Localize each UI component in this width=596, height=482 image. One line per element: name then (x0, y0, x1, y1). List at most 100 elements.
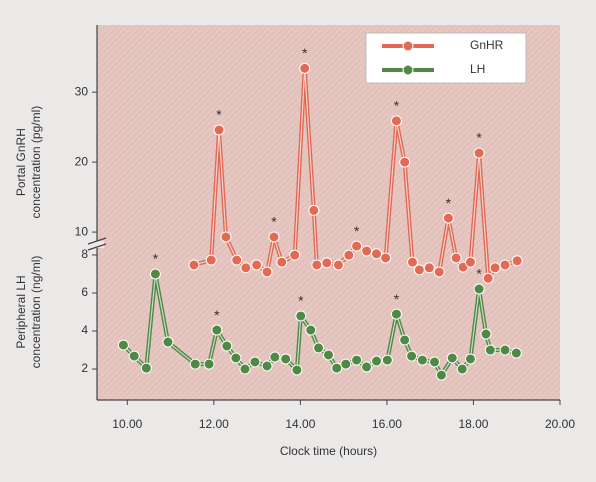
annotation: * (394, 98, 400, 114)
data-point (311, 259, 323, 271)
data-point (482, 272, 494, 284)
data-point (261, 266, 273, 278)
data-point (211, 324, 223, 336)
data-point (289, 249, 301, 261)
data-point (203, 358, 215, 370)
data-point (280, 353, 292, 365)
data-point (308, 204, 320, 216)
data-point (484, 344, 496, 356)
data-point (189, 358, 201, 370)
data-point (331, 362, 343, 374)
data-point (446, 352, 458, 364)
data-point (361, 245, 373, 257)
data-point (213, 124, 225, 136)
data-point (251, 259, 263, 271)
x-tick-label: 10.00 (112, 417, 142, 431)
data-point (390, 115, 402, 127)
data-point (399, 334, 411, 346)
annotation: * (214, 307, 220, 323)
annotation: * (476, 130, 482, 146)
y-tick-label: 4 (81, 323, 88, 337)
annotation: * (476, 266, 482, 282)
legend-label: LH (470, 62, 485, 76)
data-point (332, 259, 344, 271)
data-point (188, 259, 200, 271)
annotation: * (446, 195, 452, 211)
y-tick-label: 30 (75, 84, 89, 98)
data-point (149, 268, 161, 280)
data-point (464, 256, 476, 268)
data-point (433, 266, 445, 278)
data-point (416, 354, 428, 366)
x-tick-label: 14.00 (285, 417, 315, 431)
y-tick-label: 8 (81, 247, 88, 261)
data-point (343, 249, 355, 261)
data-point (295, 310, 307, 322)
data-point (230, 352, 242, 364)
data-point (464, 353, 476, 365)
data-point (371, 248, 383, 260)
axis-break (87, 237, 107, 251)
data-point (429, 356, 441, 368)
data-point (323, 349, 334, 361)
data-point (205, 254, 217, 266)
y-tick-label: 20 (75, 154, 89, 168)
data-point (473, 283, 485, 295)
data-point (249, 356, 261, 368)
data-point (480, 328, 492, 340)
annotation: * (271, 214, 277, 230)
data-point (390, 308, 402, 320)
data-point (321, 257, 333, 269)
legend-marker (402, 40, 414, 52)
x-tick-label: 20.00 (545, 417, 575, 431)
data-point (140, 362, 152, 374)
data-point (499, 259, 511, 271)
data-point (291, 364, 303, 376)
annotation: * (394, 291, 400, 307)
data-point (450, 252, 462, 264)
series-line-highlight (122, 273, 517, 376)
data-point (361, 361, 373, 373)
legend-marker (402, 64, 414, 76)
data-point (239, 363, 251, 375)
data-point (261, 360, 273, 372)
data-point (473, 147, 485, 159)
data-point (269, 351, 281, 363)
data-point (511, 255, 523, 267)
annotation: * (153, 251, 159, 267)
y-axis-label: concentration (ng/ml) (29, 256, 43, 369)
data-point (276, 256, 288, 268)
y-tick-label: 6 (81, 285, 88, 299)
data-point (381, 354, 393, 366)
data-point (128, 350, 140, 362)
data-point (162, 336, 174, 348)
data-point (221, 340, 233, 352)
data-point (489, 262, 501, 274)
data-point (268, 231, 280, 243)
data-point (231, 254, 243, 266)
data-point (299, 62, 311, 74)
y-tick-label: 10 (75, 224, 89, 238)
annotation: * (354, 223, 360, 239)
data-point (499, 344, 511, 356)
legend-label: GnHR (470, 38, 504, 52)
y-axis-label: Peripheral LH (14, 275, 28, 348)
data-point (371, 355, 383, 367)
annotation: * (216, 107, 222, 123)
data-point (340, 358, 352, 370)
data-point (351, 240, 363, 252)
data-point (510, 347, 522, 359)
legend-box (365, 32, 527, 84)
data-point (351, 354, 363, 366)
x-tick-label: 18.00 (458, 417, 488, 431)
data-point (406, 350, 418, 362)
data-point (413, 264, 425, 276)
annotation: * (302, 45, 308, 61)
y-tick-label: 2 (81, 361, 88, 375)
data-point (456, 363, 468, 375)
data-point (240, 262, 252, 274)
data-point (305, 324, 317, 336)
y-axis-label: concentration (pg/ml) (29, 106, 43, 219)
y-axis-label: Portal GnRH (14, 128, 28, 196)
